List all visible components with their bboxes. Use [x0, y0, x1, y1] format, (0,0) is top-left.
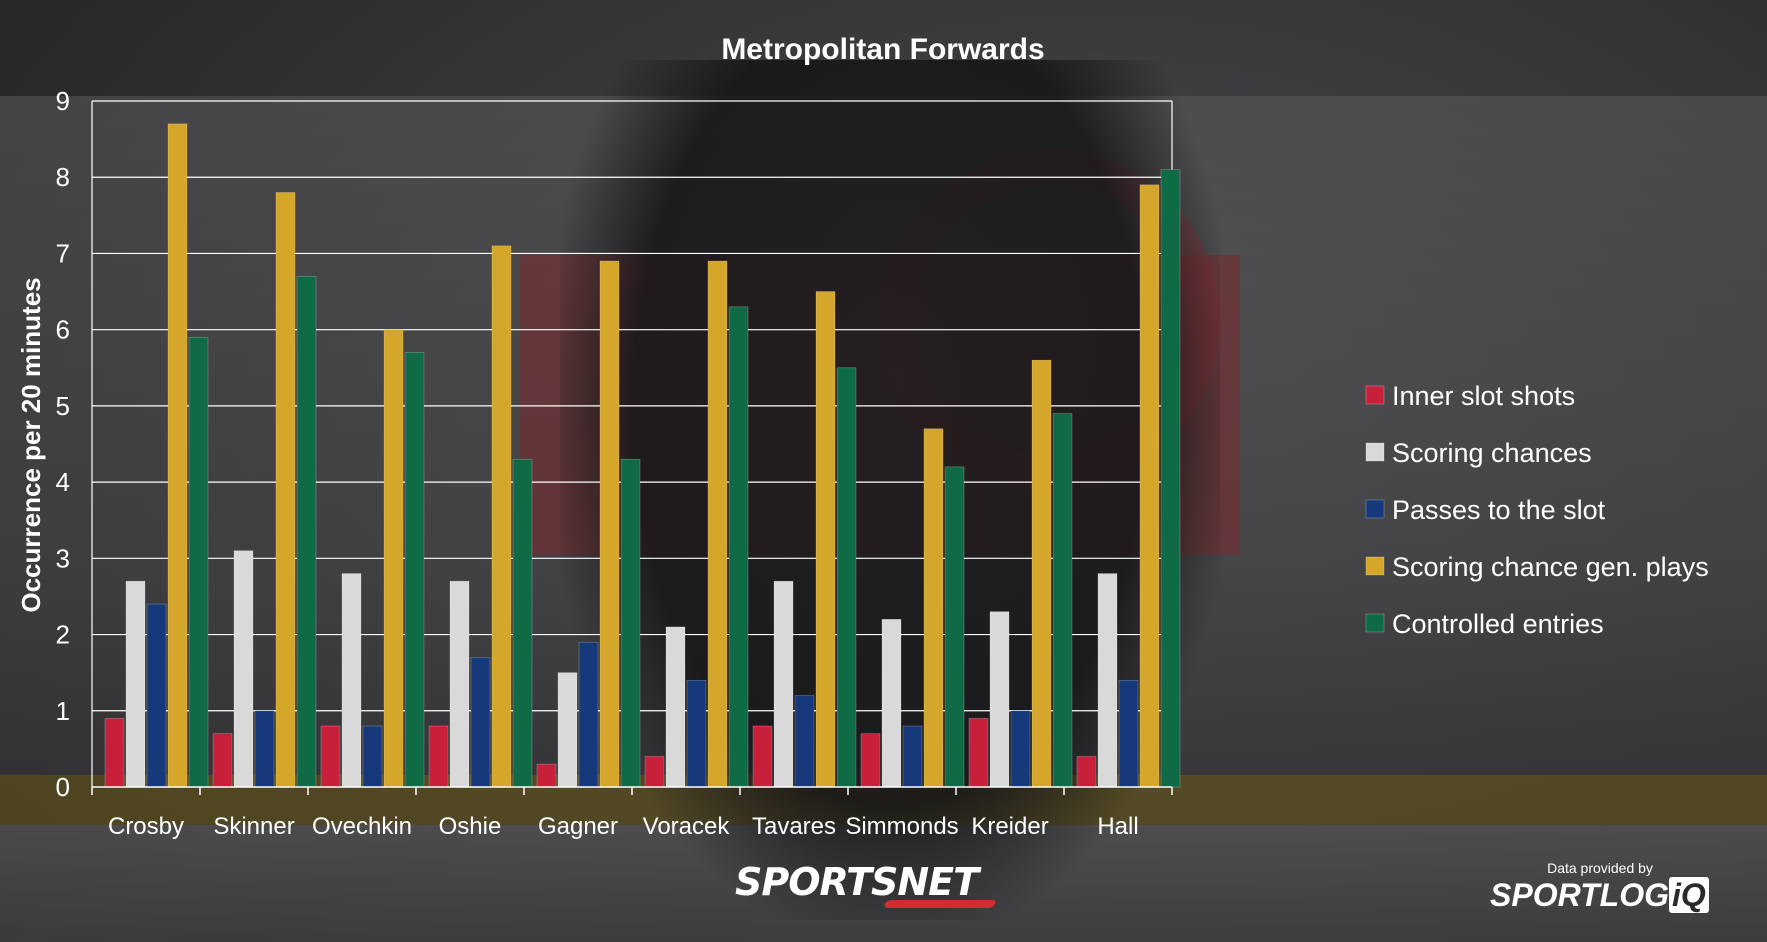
- x-tick-label: Voracek: [643, 813, 731, 840]
- bar: [902, 725, 923, 788]
- legend-label: Inner slot shots: [1392, 381, 1575, 411]
- bar: [881, 619, 902, 788]
- bar: [644, 756, 665, 788]
- sportsnet-swoosh: [883, 900, 997, 908]
- x-axis-labels: Crosby Skinner Ovechkin Oshie Gagner Voracek T…: [108, 813, 1139, 840]
- legend-label: Scoring chance gen. plays: [1392, 552, 1709, 582]
- y-tick-label: 3: [56, 543, 70, 573]
- legend: Inner slot shots Scoring chances Passes to…: [1365, 381, 1709, 639]
- bar: [428, 725, 449, 788]
- bar: [557, 672, 578, 788]
- bar: [944, 466, 965, 788]
- y-tick-label: 2: [56, 620, 70, 650]
- y-tick-label: 9: [56, 86, 70, 116]
- y-axis-title: Occurrence per 20 minutes: [16, 277, 46, 612]
- x-tick-label: Simmonds: [845, 813, 958, 840]
- bar: [794, 695, 815, 788]
- bar: [1031, 359, 1052, 788]
- bar: [860, 733, 881, 788]
- bar: [296, 276, 317, 788]
- bar: [665, 626, 686, 788]
- data-provided-by: Data provided by: [1547, 860, 1653, 876]
- bar: [320, 725, 341, 788]
- bar: [212, 733, 233, 788]
- bar: [188, 336, 209, 788]
- legend-swatch: [1365, 442, 1385, 462]
- bar: [104, 718, 125, 788]
- bar: [1160, 169, 1181, 788]
- y-tick-label: 8: [56, 162, 70, 192]
- legend-swatch: [1365, 613, 1385, 633]
- legend-label: Passes to the slot: [1392, 495, 1606, 525]
- x-tick-label: Tavares: [752, 813, 836, 840]
- x-tick-label: Kreider: [971, 813, 1048, 840]
- x-axis: [91, 786, 1173, 795]
- bar: [470, 657, 491, 788]
- bar: [383, 329, 404, 788]
- bar: [341, 573, 362, 788]
- bar: [773, 580, 794, 788]
- y-tick-label: 7: [56, 238, 70, 268]
- x-tick-label: Ovechkin: [312, 813, 412, 840]
- chart-title: Metropolitan Forwards: [721, 33, 1044, 66]
- bar: [815, 291, 836, 788]
- x-tick-label: Gagner: [538, 813, 618, 840]
- bars: [104, 123, 1181, 788]
- bar: [1010, 710, 1031, 788]
- sportlogiq-logo-main: SPORTLOG: [1490, 877, 1669, 913]
- bar: [989, 611, 1010, 788]
- bar: [620, 458, 641, 788]
- bar: [233, 550, 254, 788]
- x-tick-label: Crosby: [108, 813, 184, 840]
- y-tick-label: 5: [56, 391, 70, 421]
- bar: [146, 603, 167, 788]
- y-tick-label: 0: [56, 772, 70, 802]
- legend-swatch: [1365, 499, 1385, 519]
- bar: [686, 679, 707, 788]
- x-tick-label: Skinner: [213, 813, 294, 840]
- legend-label: Scoring chances: [1392, 438, 1592, 468]
- y-tick-label: 6: [56, 315, 70, 345]
- legend-label: Controlled entries: [1392, 609, 1604, 639]
- bar: [1097, 573, 1118, 788]
- bar: [404, 352, 425, 788]
- bar: [578, 641, 599, 788]
- x-tick-label: Oshie: [439, 813, 502, 840]
- bar: [275, 192, 296, 788]
- bar: [728, 306, 749, 788]
- bar: [491, 245, 512, 788]
- x-tick-label: Hall: [1097, 813, 1138, 840]
- y-axis-ticks: 0 1 2 3 4 5 6 7 8 9: [56, 86, 70, 802]
- bar: [536, 763, 557, 788]
- bar: [599, 260, 620, 788]
- sportlogiq-logo: SPORTLOGiQ: [1490, 877, 1709, 914]
- bar: [362, 725, 383, 788]
- bar: [1052, 413, 1073, 788]
- sportsnet-logo-text: SPORTSNET: [735, 860, 979, 904]
- y-tick-label: 1: [56, 696, 70, 726]
- bar: [752, 725, 773, 788]
- bar: [968, 718, 989, 788]
- bar: [254, 710, 275, 788]
- sportsnet-logo: SPORTSNET: [735, 860, 997, 910]
- bar: [1139, 184, 1160, 788]
- sportlogiq-logo-iq: iQ: [1668, 877, 1709, 913]
- y-tick-label: 4: [56, 467, 70, 497]
- bar: [125, 580, 146, 788]
- legend-swatch: [1365, 556, 1385, 576]
- bar: [167, 123, 188, 788]
- bar: [1118, 679, 1139, 788]
- bar: [449, 580, 470, 788]
- bar: [707, 260, 728, 788]
- bar: [512, 458, 533, 788]
- bar: [923, 428, 944, 788]
- bar: [1076, 756, 1097, 788]
- bar: [836, 367, 857, 788]
- legend-swatch: [1365, 385, 1385, 405]
